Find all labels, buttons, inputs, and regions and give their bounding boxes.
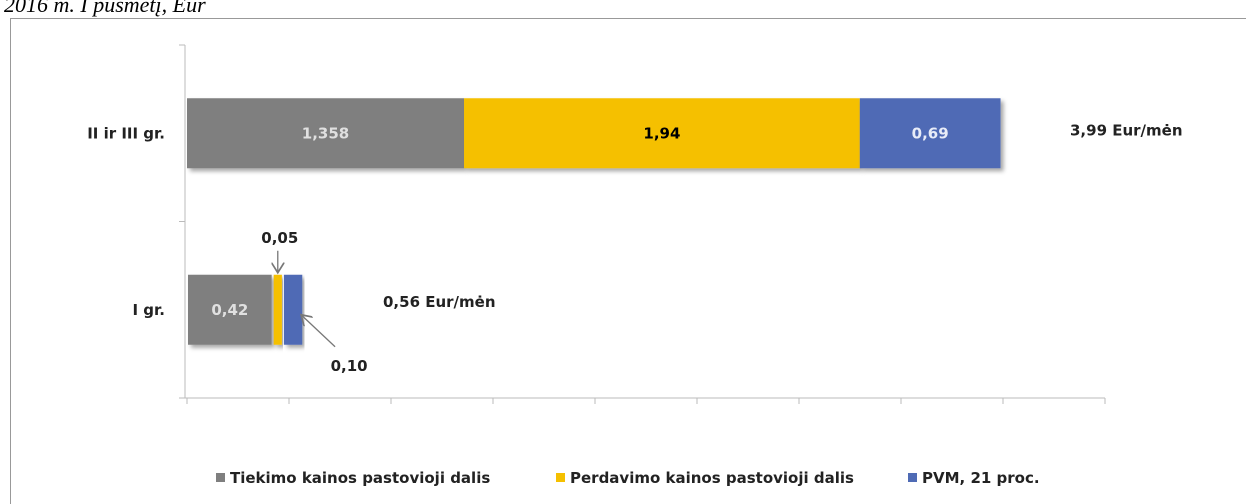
legend-label: Tiekimo kainos pastovioji dalis [230, 469, 490, 487]
legend-swatch [216, 473, 225, 482]
bar-segment [859, 98, 1001, 169]
label-arrow [301, 315, 336, 348]
total-annotation: 3,99 Eur/mėn [1070, 121, 1183, 139]
data-label: 0,69 [912, 124, 949, 142]
legend-label: PVM, 21 proc. [922, 469, 1040, 487]
bar-segment [283, 274, 303, 345]
chart-title: 2016 m. I pusmetį, Eur [4, 0, 206, 17]
data-label: 1,358 [302, 124, 349, 142]
total-annotation: 0,56 Eur/mėn [383, 293, 496, 311]
bar-segment [187, 98, 465, 169]
chart-frame [10, 18, 1246, 504]
y-tick-label: II ir III gr. [87, 124, 165, 142]
data-label: 0,10 [331, 357, 368, 375]
bar-segment [188, 274, 272, 345]
y-tick-label: I gr. [133, 301, 166, 319]
bar-segment [273, 274, 282, 345]
data-label: 0,42 [211, 301, 248, 319]
data-label: 0,05 [261, 229, 298, 247]
legend-label: Perdavimo kainos pastovioji dalis [570, 469, 854, 487]
bar-segment [464, 98, 860, 169]
legend-swatch [908, 473, 917, 482]
legend-swatch [556, 473, 565, 482]
data-label: 1,94 [643, 124, 680, 142]
